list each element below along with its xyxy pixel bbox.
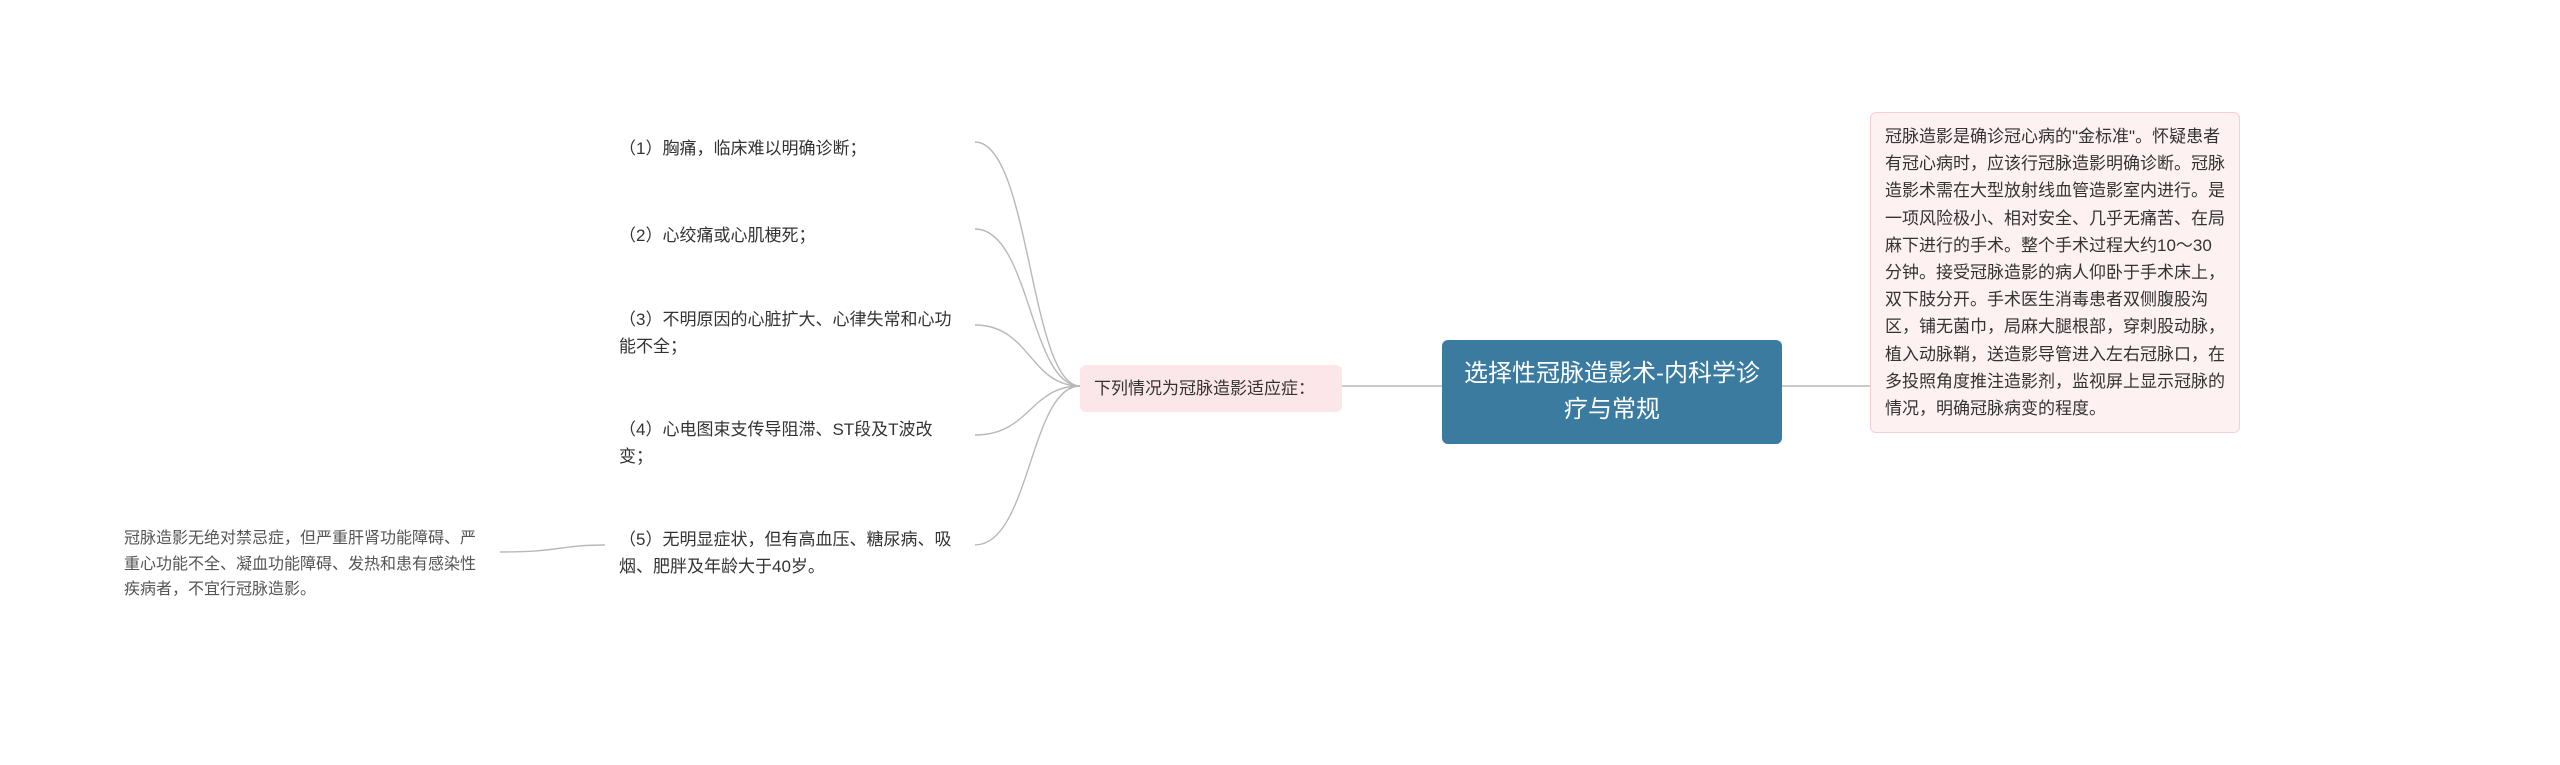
- right-description-node: 冠脉造影是确诊冠心病的"金标准"。怀疑患者有冠心病时，应该行冠脉造影明确诊断。冠…: [1870, 112, 2240, 433]
- indication-item: （3）不明原因的心脏扩大、心律失常和心功能不全；: [605, 296, 975, 370]
- edge-indic-4: [975, 386, 1080, 435]
- root-node: 选择性冠脉造影术-内科学诊疗与常规: [1442, 340, 1782, 444]
- contraindication-node: 冠脉造影无绝对禁忌症，但严重肝肾功能障碍、严重心功能不全、凝血功能障碍、发热和患…: [110, 516, 500, 613]
- indication-text: （5）无明显症状，但有高血压、糖尿病、吸烟、肥胖及年龄大于40岁。: [619, 530, 951, 576]
- indications-parent-node: 下列情况为冠脉造影适应症：: [1080, 365, 1342, 412]
- indication-item: （1）胸痛，临床难以明确诊断；: [605, 125, 975, 172]
- indication-item: （5）无明显症状，但有高血压、糖尿病、吸烟、肥胖及年龄大于40岁。: [605, 516, 975, 590]
- indications-parent-text: 下列情况为冠脉造影适应症：: [1094, 379, 1315, 398]
- edge-indic-1: [975, 142, 1080, 386]
- edge-indic-3: [975, 325, 1080, 386]
- indication-text: （2）心绞痛或心肌梗死；: [619, 226, 815, 245]
- indication-text: （4）心电图束支传导阻滞、ST段及T波改变；: [619, 420, 933, 466]
- edge-indic-5: [975, 386, 1080, 545]
- edge-indic-2: [975, 229, 1080, 386]
- edge-contra: [500, 545, 605, 552]
- contraindication-text: 冠脉造影无绝对禁忌症，但严重肝肾功能障碍、严重心功能不全、凝血功能障碍、发热和患…: [124, 530, 476, 598]
- indication-item: （4）心电图束支传导阻滞、ST段及T波改变；: [605, 406, 975, 480]
- indication-item: （2）心绞痛或心肌梗死；: [605, 212, 975, 259]
- indication-text: （3）不明原因的心脏扩大、心律失常和心功能不全；: [619, 310, 951, 356]
- right-description-text: 冠脉造影是确诊冠心病的"金标准"。怀疑患者有冠心病时，应该行冠脉造影明确诊断。冠…: [1885, 127, 2225, 418]
- indication-text: （1）胸痛，临床难以明确诊断；: [619, 139, 866, 158]
- root-title: 选择性冠脉造影术-内科学诊疗与常规: [1464, 360, 1760, 423]
